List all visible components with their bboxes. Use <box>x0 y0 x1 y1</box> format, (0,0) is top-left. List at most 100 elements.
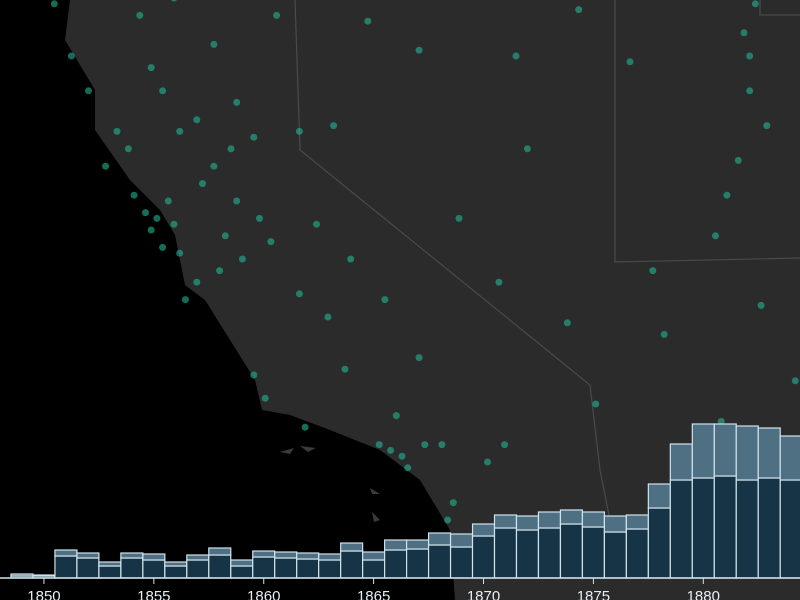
location-dot <box>250 133 258 141</box>
location-dot <box>415 354 423 362</box>
location-dot <box>233 98 241 106</box>
histogram-bar <box>208 547 232 556</box>
histogram-bar <box>779 479 800 579</box>
location-dot <box>295 290 303 298</box>
location-dot <box>301 423 309 431</box>
land <box>65 0 800 600</box>
nv-ut-border <box>614 0 800 263</box>
location-dot <box>261 394 269 402</box>
histogram-bar <box>757 477 781 579</box>
histogram-bar <box>625 528 649 579</box>
location-dot <box>660 330 668 338</box>
location-dot <box>444 516 452 524</box>
location-dot <box>250 371 258 379</box>
state-border <box>759 0 800 16</box>
location-dot <box>176 249 184 257</box>
histogram-bar <box>98 565 122 579</box>
histogram-bar <box>384 539 408 551</box>
histogram-bar <box>405 539 430 550</box>
histogram-bar <box>296 558 320 579</box>
location-dot <box>763 122 771 130</box>
point-layer <box>50 0 799 524</box>
location-dot <box>267 238 275 246</box>
histogram-bar <box>318 553 342 561</box>
histogram-bar <box>691 477 715 579</box>
location-dot <box>484 458 491 466</box>
location-dot <box>575 6 583 14</box>
location-dot <box>757 301 765 309</box>
histogram-bar <box>515 529 540 579</box>
histogram-bar <box>54 549 78 557</box>
histogram-bar <box>757 427 781 479</box>
location-dot <box>153 214 161 222</box>
x-tick-label: 1860 <box>247 588 280 600</box>
location-dot <box>563 319 571 327</box>
islands <box>280 446 380 522</box>
histogram-bar <box>713 475 737 579</box>
histogram-bar <box>76 557 100 579</box>
location-dot <box>415 46 423 54</box>
location-dot <box>438 441 446 449</box>
location-dot <box>324 313 332 321</box>
x-tick-label: 1865 <box>357 588 390 600</box>
location-dot <box>193 278 201 286</box>
histogram-bar <box>647 483 671 509</box>
histogram-bar <box>493 514 518 529</box>
histogram-bar <box>493 527 518 579</box>
histogram-bar <box>76 552 100 559</box>
location-dot <box>233 197 241 205</box>
histogram-bar <box>230 559 254 567</box>
histogram-bar <box>230 565 254 579</box>
histogram-bar <box>581 511 605 528</box>
location-dot <box>740 29 748 37</box>
histogram-bar <box>362 559 386 579</box>
island <box>280 448 294 454</box>
histogram-bar <box>120 552 144 559</box>
histogram-bar <box>471 523 496 537</box>
histogram-bar <box>779 435 800 481</box>
location-dot <box>176 127 184 135</box>
location-dot <box>210 40 218 48</box>
histogram-bar <box>669 479 693 579</box>
location-dot <box>449 499 457 507</box>
location-dot <box>791 377 799 385</box>
histogram-bar <box>515 515 540 531</box>
location-dot <box>273 11 281 19</box>
histogram-bar <box>647 507 671 579</box>
histogram-bar <box>296 552 320 560</box>
histogram-bar <box>603 515 627 533</box>
histogram-bar <box>471 535 496 579</box>
location-dot <box>295 127 303 135</box>
histogram-bar <box>559 523 584 579</box>
histogram-bar <box>120 557 144 579</box>
histogram-bar <box>252 556 276 579</box>
histogram-bar <box>54 555 78 579</box>
histogram-bar <box>208 554 232 579</box>
location-dot <box>227 145 235 153</box>
histogram-bar <box>603 531 627 579</box>
location-dot <box>746 87 754 95</box>
location-dot <box>170 220 178 228</box>
location-dot <box>404 464 412 472</box>
histogram-bar <box>449 533 474 548</box>
x-tick-label: 1870 <box>467 588 500 600</box>
histogram: 1850 1855 1860 1865 1870 1875 1880 <box>0 423 800 600</box>
location-dot <box>147 64 155 72</box>
location-dot <box>221 232 229 240</box>
location-dot <box>523 145 531 153</box>
histogram-bar <box>427 532 452 546</box>
location-dot <box>364 17 372 25</box>
location-dot <box>512 52 520 60</box>
location-dot <box>626 58 634 66</box>
histogram-bar <box>340 550 364 579</box>
histogram-bar <box>186 559 210 579</box>
histogram-bar <box>713 423 737 477</box>
location-dot <box>181 296 189 304</box>
location-dot <box>130 191 138 199</box>
location-dot <box>238 255 246 263</box>
histogram-bar <box>362 551 386 561</box>
x-tick-label: 1855 <box>137 588 170 600</box>
histogram-bar <box>669 443 693 481</box>
histogram-bar <box>735 479 759 579</box>
